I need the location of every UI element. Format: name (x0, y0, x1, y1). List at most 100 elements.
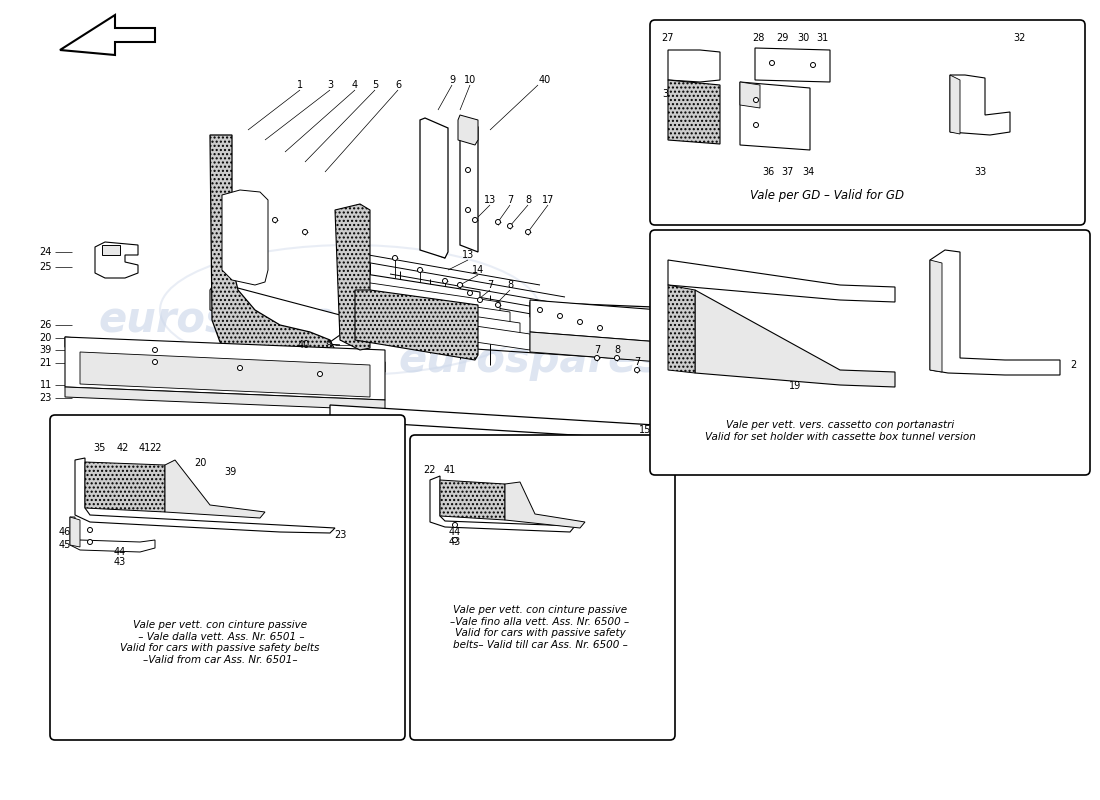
Text: eurospares: eurospares (98, 299, 362, 341)
Polygon shape (70, 517, 155, 552)
Circle shape (153, 359, 157, 365)
Polygon shape (695, 290, 895, 387)
Text: 13: 13 (462, 250, 474, 260)
Polygon shape (360, 290, 510, 328)
Polygon shape (460, 120, 478, 252)
Circle shape (754, 122, 759, 127)
Circle shape (558, 314, 562, 318)
Text: 9: 9 (449, 75, 455, 85)
Text: 7: 7 (487, 280, 493, 290)
Text: eurospares: eurospares (398, 339, 661, 381)
Text: 20: 20 (194, 458, 206, 468)
Polygon shape (530, 332, 660, 362)
Polygon shape (70, 517, 80, 547)
Circle shape (273, 218, 277, 222)
Text: 23: 23 (333, 530, 346, 540)
Text: 31: 31 (816, 33, 828, 43)
Text: 18: 18 (810, 352, 823, 362)
Circle shape (538, 307, 542, 313)
FancyBboxPatch shape (410, 435, 675, 740)
Circle shape (615, 355, 619, 361)
Text: 26: 26 (40, 320, 52, 330)
Text: 35: 35 (94, 443, 107, 453)
Text: Vale per vett. con cinture passive
–Vale fino alla vett. Ass. Nr. 6500 –
Valid f: Vale per vett. con cinture passive –Vale… (450, 605, 629, 650)
Polygon shape (505, 482, 585, 528)
Text: 7: 7 (634, 357, 640, 367)
Text: 43: 43 (449, 537, 461, 547)
Polygon shape (530, 300, 660, 342)
Polygon shape (930, 260, 942, 372)
FancyBboxPatch shape (650, 20, 1085, 225)
Polygon shape (75, 458, 336, 533)
Text: 17: 17 (542, 195, 554, 205)
Circle shape (578, 319, 583, 325)
Text: 8: 8 (507, 280, 513, 290)
Circle shape (88, 539, 92, 545)
Circle shape (770, 61, 774, 66)
Circle shape (495, 302, 500, 307)
Polygon shape (65, 337, 385, 372)
Text: 21: 21 (40, 358, 52, 368)
Text: 10: 10 (464, 75, 476, 85)
Polygon shape (60, 15, 155, 55)
Circle shape (668, 338, 672, 342)
Text: 23: 23 (40, 393, 52, 403)
Text: 45: 45 (58, 540, 72, 550)
Text: 41: 41 (444, 465, 456, 475)
Text: 13: 13 (484, 195, 496, 205)
Circle shape (526, 230, 530, 234)
Text: 40: 40 (298, 340, 310, 350)
Text: 2: 2 (1070, 360, 1076, 370)
Text: 13: 13 (649, 365, 661, 375)
Circle shape (238, 366, 242, 370)
Circle shape (452, 538, 458, 542)
Polygon shape (668, 260, 895, 302)
Text: 22: 22 (424, 465, 437, 475)
Polygon shape (458, 115, 478, 145)
Circle shape (442, 278, 448, 283)
Text: 7: 7 (507, 195, 513, 205)
Polygon shape (740, 82, 810, 150)
Text: 41: 41 (139, 443, 151, 453)
Text: 25: 25 (40, 262, 52, 272)
Circle shape (88, 527, 92, 533)
Circle shape (495, 219, 500, 225)
Circle shape (754, 98, 759, 102)
Text: 8: 8 (614, 345, 620, 355)
Polygon shape (165, 460, 265, 518)
Text: 5: 5 (372, 80, 378, 90)
Polygon shape (65, 337, 385, 400)
Text: 39: 39 (40, 345, 52, 355)
Polygon shape (530, 302, 850, 330)
Text: 4: 4 (352, 80, 359, 90)
Circle shape (652, 375, 658, 381)
Circle shape (418, 267, 422, 273)
Polygon shape (840, 305, 1035, 405)
Text: 37: 37 (782, 167, 794, 177)
Circle shape (477, 298, 483, 302)
Polygon shape (845, 315, 870, 400)
Polygon shape (102, 245, 120, 255)
FancyBboxPatch shape (50, 415, 405, 740)
Circle shape (393, 255, 397, 261)
Text: Vale per vett. vers. cassetto con portanastri
Valid for set holder with cassette: Vale per vett. vers. cassetto con portan… (705, 420, 976, 442)
Polygon shape (330, 405, 654, 440)
Circle shape (465, 167, 471, 173)
Circle shape (452, 522, 458, 527)
Text: 36: 36 (762, 167, 774, 177)
Circle shape (302, 230, 308, 234)
Text: Vale per vett. con cinture passive
 – Vale dalla vett. Ass. Nr. 6501 –
Valid for: Vale per vett. con cinture passive – Val… (120, 620, 320, 665)
Polygon shape (222, 190, 268, 285)
Text: 15: 15 (639, 425, 651, 435)
Polygon shape (80, 352, 370, 397)
Circle shape (736, 339, 740, 345)
Text: 46: 46 (59, 527, 72, 537)
Polygon shape (340, 270, 480, 332)
Text: 22: 22 (148, 443, 162, 453)
Text: 44: 44 (114, 547, 126, 557)
Text: 38: 38 (662, 89, 674, 99)
Polygon shape (210, 135, 336, 375)
Text: 12: 12 (870, 316, 882, 326)
Text: 14: 14 (472, 265, 484, 275)
Polygon shape (668, 285, 695, 373)
